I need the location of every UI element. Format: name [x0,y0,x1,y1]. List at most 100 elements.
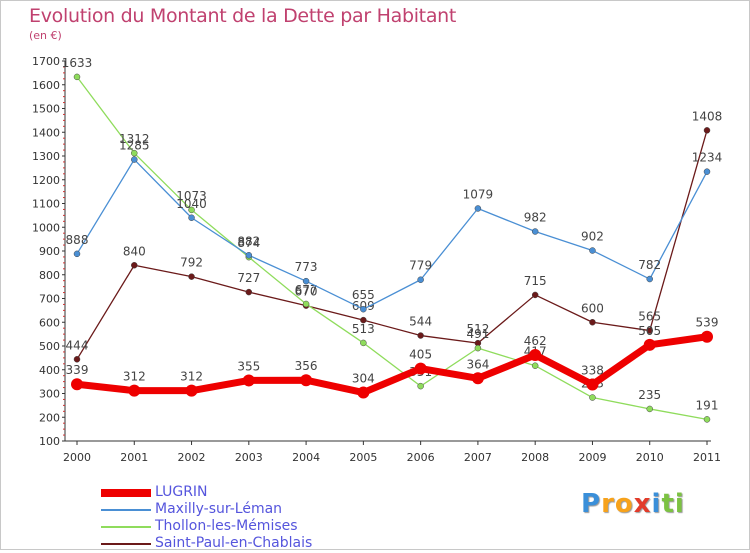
y-tick-label: 800 [39,269,60,282]
data-label-lugrin: 539 [696,316,719,330]
data-point-lugrin [471,372,484,385]
data-point-saint-paul-en-chablais [531,291,539,299]
data-point-maxilly-sur-leman [531,228,539,235]
series-line-maxilly-sur-leman [76,158,708,310]
series-line-thollon-les-memises [76,76,708,421]
y-tick-label: 900 [39,245,60,258]
y-tick-label: 300 [39,388,60,401]
x-tick-label: 2004 [292,451,320,464]
data-point-maxilly-sur-leman [188,214,195,221]
x-tick-label: 2000 [63,451,91,464]
x-tick-label: 2011 [693,451,721,464]
legend-label: Maxilly-sur-Léman [155,501,283,517]
data-point-maxilly-sur-leman [73,250,81,258]
proxiti-logo: Proxiti [581,489,685,519]
data-label-thollon-les-memises: 491 [466,327,489,341]
data-point-saint-paul-en-chablais [245,288,253,296]
data-point-thollon-les-memises [302,300,310,308]
y-tick-label: 500 [39,340,60,353]
data-label-maxilly-sur-leman: 1040 [176,197,207,211]
data-point-lugrin [529,349,542,362]
data-point-maxilly-sur-leman [646,275,653,283]
y-tick-label: 100 [39,435,60,448]
data-label-thollon-les-memises: 1633 [62,56,93,70]
data-point-lugrin [71,378,83,391]
data-label-lugrin: 339 [66,363,89,377]
data-point-maxilly-sur-leman [589,247,596,254]
data-label-lugrin: 364 [466,357,489,371]
y-tick-label: 700 [39,293,60,306]
data-point-lugrin [643,338,656,351]
legend-label: LUGRIN [155,484,208,500]
data-label-maxilly-sur-leman: 779 [409,259,432,273]
y-tick-label: 400 [39,364,60,377]
data-point-lugrin [414,362,427,375]
data-label-lugrin: 356 [295,359,318,373]
data-label-saint-paul-en-chablais: 1408 [692,109,723,123]
logo-letter: P [581,489,602,519]
data-point-maxilly-sur-leman [131,156,138,163]
data-label-saint-paul-en-chablais: 840 [123,244,146,258]
logo-letter: o [614,489,634,519]
data-label-thollon-les-memises: 1073 [176,189,207,203]
x-tick-label: 2006 [407,451,435,464]
data-label-lugrin: 355 [237,359,260,373]
data-label-saint-paul-en-chablais: 792 [180,256,203,270]
data-point-thollon-les-memises [131,149,138,157]
data-point-saint-paul-en-chablais [188,273,195,280]
y-tick-label: 1400 [32,126,60,139]
y-tick-label: 1700 [32,55,60,68]
data-point-thollon-les-memises [646,405,653,413]
data-point-lugrin [357,386,370,399]
data-point-saint-paul-en-chablais [360,316,367,324]
data-point-maxilly-sur-leman [703,168,711,175]
data-point-saint-paul-en-chablais [131,262,138,269]
data-point-lugrin [128,384,141,397]
data-label-lugrin: 462 [524,334,547,348]
data-point-saint-paul-en-chablais [589,319,596,326]
data-point-saint-paul-en-chablais [703,127,711,134]
y-tick-label: 1500 [32,103,60,116]
logo-letter: i [674,489,685,519]
x-tick-label: 2008 [521,451,549,464]
data-label-saint-paul-en-chablais: 715 [524,274,547,288]
data-label-lugrin: 312 [180,370,203,384]
data-label-maxilly-sur-leman: 655 [352,288,375,302]
data-label-saint-paul-en-chablais: 727 [237,271,260,285]
data-point-thollon-les-memises [703,416,711,423]
data-label-thollon-les-memises: 1312 [119,132,150,146]
logo-letter: i [651,489,662,519]
legend-swatch [101,489,151,497]
data-point-thollon-les-memises [188,206,195,214]
y-tick-label: 1100 [32,198,60,211]
x-tick-label: 2009 [578,451,606,464]
data-point-maxilly-sur-leman [245,252,253,259]
data-label-saint-paul-en-chablais: 565 [638,310,661,324]
data-label-saint-paul-en-chablais: 512 [466,322,489,336]
x-tick-label: 2005 [349,451,377,464]
data-label-lugrin: 505 [638,324,661,338]
data-label-maxilly-sur-leman: 782 [638,258,661,272]
logo-letter: x [633,489,652,519]
data-label-thollon-les-memises: 513 [352,322,375,336]
y-tick-label: 600 [39,316,60,329]
data-label-maxilly-sur-leman: 773 [295,260,318,274]
data-point-thollon-les-memises [474,344,482,352]
data-point-maxilly-sur-leman [360,305,367,313]
logo-letter: r [601,489,615,519]
data-point-maxilly-sur-leman [302,277,310,285]
series-line-lugrin [76,333,708,397]
data-label-lugrin: 312 [123,370,146,384]
data-point-thollon-les-memises [360,339,367,347]
chart-subtitle: (en €) [29,29,62,42]
x-tick-label: 2003 [235,451,263,464]
data-point-maxilly-sur-leman [474,205,482,212]
y-tick-label: 1000 [32,221,60,234]
y-tick-label: 1600 [32,79,60,92]
data-point-lugrin [300,374,313,387]
data-label-lugrin: 304 [352,372,375,386]
data-label-maxilly-sur-leman: 1079 [463,187,494,201]
data-label-maxilly-sur-leman: 902 [581,230,604,244]
